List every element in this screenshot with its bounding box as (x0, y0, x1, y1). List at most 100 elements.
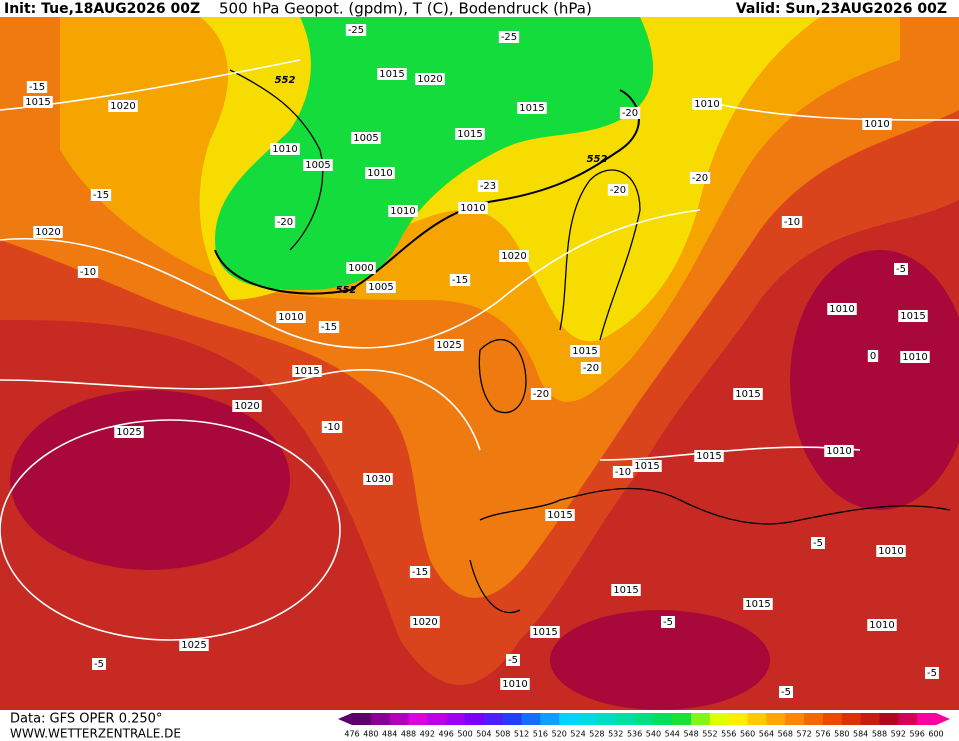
temperature-label-box (274, 216, 296, 228)
isobar-label-text: 1025 (181, 640, 206, 651)
temperature-label-box (92, 658, 106, 670)
temperature-label-text: -10 (784, 217, 800, 228)
temperature-label-box (781, 216, 803, 228)
colorbar-tick-label: 540 (646, 730, 661, 739)
temperature-label: -5 (506, 654, 520, 666)
isobar-label: 1010 (500, 678, 530, 690)
isobar (0, 369, 481, 451)
temperature-label-box (318, 321, 340, 333)
temperature-label: -5 (925, 667, 939, 679)
isobar-label-box (499, 250, 529, 262)
data-source: Data: GFS OPER 0.250° (10, 712, 162, 727)
isobar-label: 1020 (410, 616, 440, 628)
temperature-label: -20 (530, 388, 552, 400)
isobar-label: 1010 (827, 303, 857, 315)
temperature-label-box (689, 172, 711, 184)
temperature-label-box (26, 81, 48, 93)
isobar (0, 209, 701, 349)
coastlines (229, 69, 951, 614)
isobar-label: 1015 (611, 584, 641, 596)
colorbar-tick-label: 532 (608, 730, 623, 739)
isobar-label-text: 1015 (613, 585, 638, 596)
temperature-label-text: -15 (452, 275, 468, 286)
website: WWW.WETTERZENTRALE.DE (10, 727, 181, 741)
isobar-label-box (351, 132, 381, 144)
isobar (699, 99, 959, 121)
isobar-label-text: 1005 (305, 160, 330, 171)
temperature-label: -20 (274, 216, 296, 228)
isobar-label: 1015 (898, 310, 928, 322)
isobar-label-box (827, 303, 857, 315)
isobar-label: 1020 (108, 100, 138, 112)
isobar-label: 1010 (867, 619, 897, 631)
colorbar-swatch (521, 713, 541, 725)
isobar-label-text: 1025 (116, 427, 141, 438)
valid-time: Valid: Sun,23AUG2026 00Z (736, 1, 947, 17)
isobar-label-box (363, 473, 393, 485)
isobar-label-box (743, 598, 773, 610)
isobar-label: 1020 (415, 73, 445, 85)
isobar-label-text: 1015 (457, 129, 482, 140)
temperature-label-box (477, 180, 499, 192)
temperature-label: -20 (607, 184, 629, 196)
coast-greenland (229, 69, 324, 251)
temperature-label: -20 (689, 172, 711, 184)
colorbar-tick-label: 564 (759, 730, 774, 739)
colorbar-tick-label: 584 (853, 730, 868, 739)
coast-mediterranean (479, 487, 951, 525)
colorbar-swatch (596, 713, 617, 725)
temperature-label-text: -5 (663, 617, 673, 628)
isobar-label: 1015 (292, 365, 322, 377)
isobar-label-box (270, 143, 300, 155)
colorbar-tick-label: 572 (796, 730, 811, 739)
colorbar-tick-label: 516 (533, 730, 548, 739)
temperature-label-text: -5 (508, 655, 518, 666)
isobar-label-box (611, 584, 641, 596)
isobar-label-text: 1015 (547, 510, 572, 521)
colorbar-swatch (804, 713, 824, 725)
temperature-label-text: -15 (412, 567, 428, 578)
colorbar-swatch (465, 713, 485, 725)
colorbar-tick-label: 588 (872, 730, 887, 739)
isobar-label: 1010 (458, 202, 488, 214)
isobar-label-text: 1010 (826, 446, 851, 457)
isobar-label-text: 1015 (519, 103, 544, 114)
temperature-label-text: -5 (896, 264, 906, 275)
field-green (215, 17, 654, 290)
temperature-label-text: -20 (583, 363, 599, 374)
colorbar-swatch (747, 713, 767, 725)
isobar-label-text: 1015 (634, 461, 659, 472)
colorbar-tick-label: 500 (457, 730, 472, 739)
isobar-label-box (733, 388, 763, 400)
temperature-label-text: -10 (324, 422, 340, 433)
temperature-label-box (607, 184, 629, 196)
isobar-label: 1010 (900, 351, 930, 363)
colorbar-tick-label: 544 (665, 730, 680, 739)
colorbar-swatch (540, 713, 560, 725)
isobar-label: 1010 (824, 445, 854, 457)
colorbar-swatch (766, 713, 786, 725)
colorbar-swatch (898, 713, 918, 725)
temperature-label-text: -20 (622, 108, 638, 119)
isobar-label: 1010 (692, 98, 722, 110)
temperature-label-text: -25 (501, 32, 517, 43)
isobar-label-box (346, 262, 376, 274)
isobar-label: 1015 (694, 450, 724, 462)
colorbar-swatch (389, 713, 410, 725)
temperature-label: -15 (409, 566, 431, 578)
colorbar-tick-label: 568 (778, 730, 793, 739)
init-time: Init: Tue,18AUG2026 00Z (4, 1, 200, 17)
temperature-label-text: -20 (533, 389, 549, 400)
isobar-label-box (366, 281, 396, 293)
temperature-label: -10 (781, 216, 803, 228)
isobar-label: 1025 (114, 426, 144, 438)
colorbar-swatch (483, 713, 504, 725)
isobar-label-box (179, 639, 209, 651)
temperature-label-text: -5 (94, 659, 104, 670)
colorbar-tick-label: 536 (627, 730, 642, 739)
isobar-label-text: 1010 (272, 144, 297, 155)
isobar-label: 1020 (232, 400, 262, 412)
isobar-label: 1015 (23, 96, 53, 108)
geopotential-label: 552 (587, 154, 608, 165)
